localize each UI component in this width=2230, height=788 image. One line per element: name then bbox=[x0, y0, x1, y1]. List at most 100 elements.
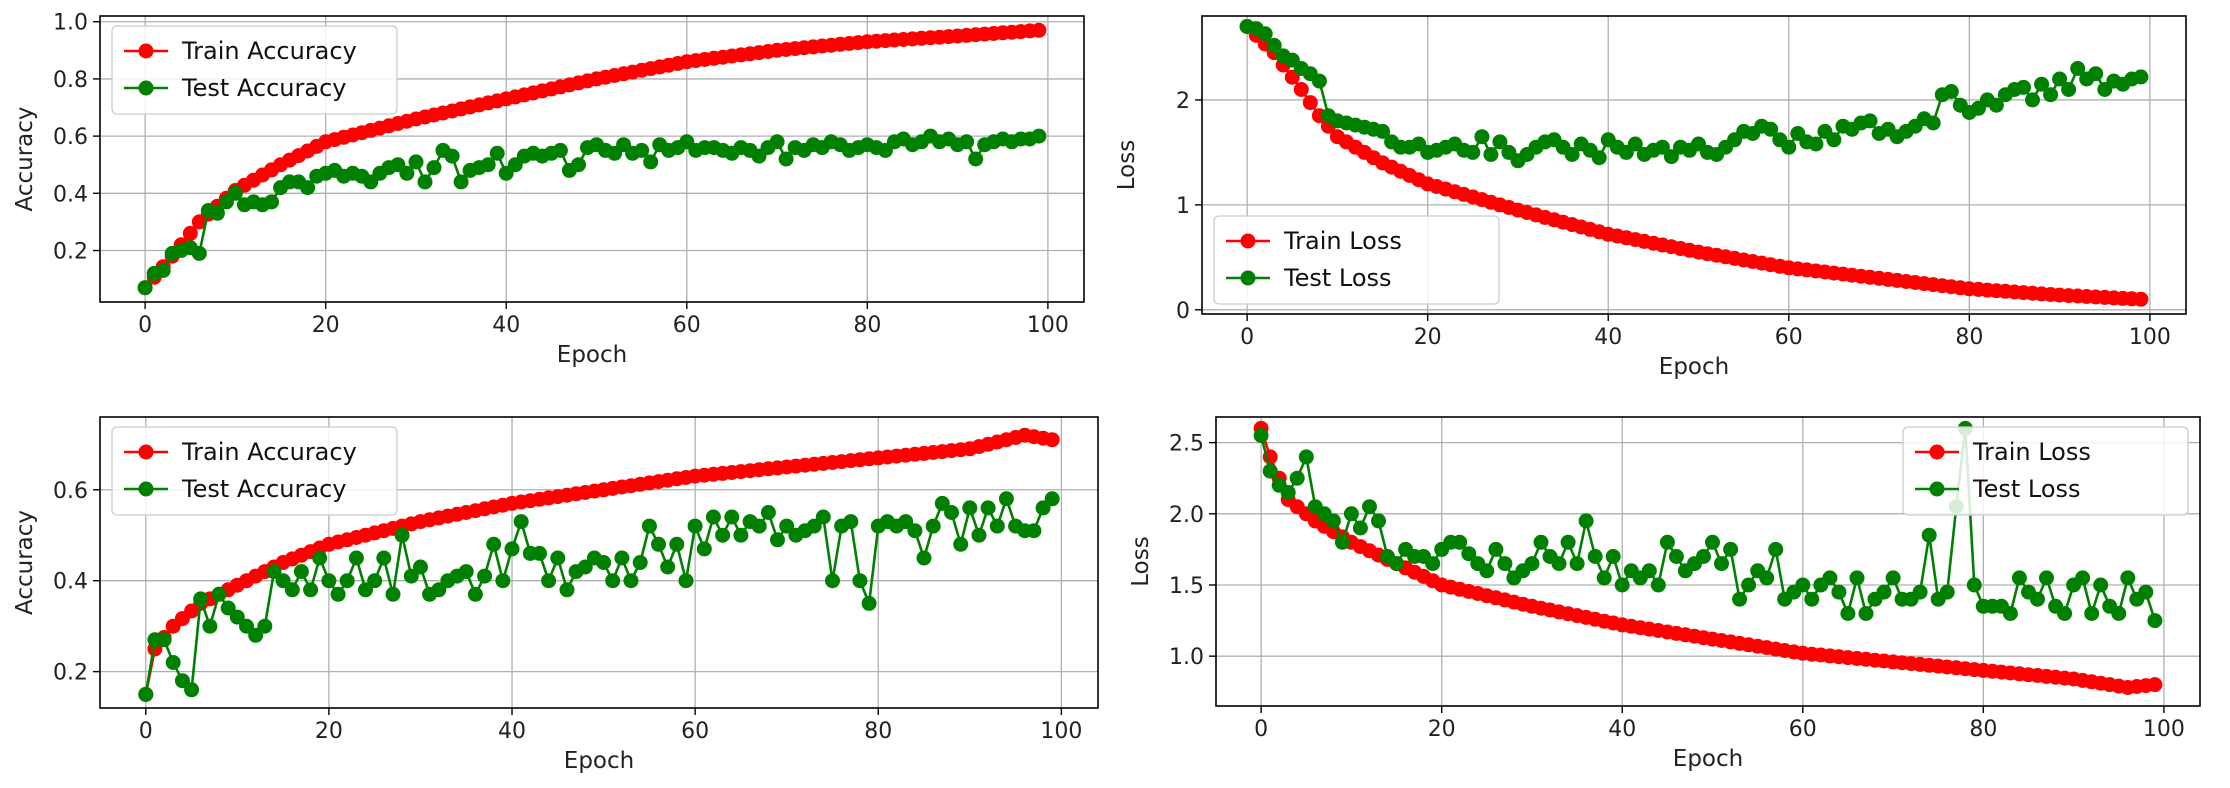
data-point bbox=[1876, 584, 1892, 600]
data-point bbox=[1650, 577, 1666, 593]
data-point bbox=[770, 532, 785, 548]
data-point bbox=[1705, 534, 1720, 550]
data-point bbox=[413, 559, 428, 575]
data-point bbox=[1334, 534, 1350, 550]
data-point bbox=[760, 505, 776, 520]
data-point bbox=[1298, 449, 1314, 465]
data-point bbox=[2147, 677, 2163, 693]
data-point bbox=[1031, 128, 1047, 144]
data-point bbox=[2120, 570, 2136, 586]
legend-label: Test Loss bbox=[1972, 475, 2081, 503]
data-point bbox=[1311, 73, 1327, 89]
x-tick-label: 40 bbox=[492, 313, 520, 338]
data-point bbox=[1605, 549, 1621, 564]
x-tick-label: 0 bbox=[1240, 325, 1254, 350]
data-point bbox=[2084, 606, 2100, 621]
y-axis-label: Loss bbox=[1114, 140, 1140, 190]
data-point bbox=[1741, 577, 1757, 593]
data-point bbox=[358, 582, 373, 598]
data-point bbox=[312, 550, 328, 566]
data-point bbox=[559, 582, 575, 598]
legend-swatch-marker bbox=[138, 481, 154, 497]
data-point bbox=[852, 573, 868, 589]
data-point bbox=[408, 154, 424, 170]
data-point bbox=[1253, 428, 1269, 443]
data-point bbox=[1352, 520, 1368, 536]
data-point bbox=[348, 550, 364, 566]
legend: Train Loss Test Loss bbox=[1902, 426, 2189, 516]
data-point bbox=[480, 157, 496, 173]
data-point bbox=[1614, 577, 1630, 593]
data-point bbox=[2030, 591, 2045, 607]
y-tick-label: 0.2 bbox=[53, 240, 88, 265]
data-point bbox=[513, 514, 529, 530]
data-point bbox=[651, 536, 666, 552]
chart-2: 0 20 40 60 80 100 0 1 2 Epoch Loss Train Loss Test L… bbox=[1114, 15, 2187, 380]
data-point bbox=[998, 491, 1014, 507]
legend-box bbox=[1902, 426, 2189, 516]
data-point bbox=[779, 518, 795, 534]
data-point bbox=[1858, 606, 1874, 621]
data-point bbox=[678, 573, 694, 589]
x-tick-label: 80 bbox=[1969, 717, 1997, 742]
data-point bbox=[2002, 606, 2018, 621]
data-point bbox=[1257, 26, 1273, 42]
data-point bbox=[293, 564, 309, 580]
data-point bbox=[1452, 534, 1468, 550]
y-tick-label: 1.0 bbox=[1169, 645, 1204, 670]
legend-entry-train: Train Loss bbox=[1915, 438, 2091, 466]
data-point bbox=[399, 165, 415, 181]
data-point bbox=[426, 160, 442, 176]
x-axis-label: Epoch bbox=[564, 748, 634, 774]
series-train bbox=[138, 427, 1060, 702]
data-point bbox=[1939, 584, 1955, 600]
data-point bbox=[1389, 556, 1405, 572]
data-point bbox=[1654, 139, 1670, 155]
data-point bbox=[1343, 506, 1359, 522]
data-point bbox=[2093, 577, 2109, 593]
data-point bbox=[778, 151, 794, 167]
data-point bbox=[376, 550, 392, 566]
data-point bbox=[2133, 291, 2149, 307]
y-tick-label: 2.5 bbox=[1169, 432, 1204, 457]
data-point bbox=[1714, 556, 1729, 572]
data-point bbox=[724, 509, 740, 525]
legend-entry-test: Test Accuracy bbox=[124, 74, 346, 102]
plot-frame bbox=[99, 416, 1099, 709]
legend-label: Test Accuracy bbox=[181, 475, 346, 503]
data-point bbox=[403, 568, 419, 584]
data-point bbox=[330, 586, 346, 602]
legend-box bbox=[1213, 215, 1500, 305]
data-point bbox=[959, 134, 975, 150]
data-point bbox=[1763, 121, 1779, 137]
data-point bbox=[953, 536, 969, 552]
legend-entry-test: Test Loss bbox=[1226, 264, 1392, 292]
legend-entry-train: Train Loss bbox=[1226, 227, 1402, 255]
data-point bbox=[2088, 66, 2104, 82]
data-point bbox=[202, 618, 218, 634]
data-point bbox=[1795, 577, 1811, 593]
data-point bbox=[1488, 541, 1504, 557]
data-point bbox=[174, 673, 190, 689]
data-point bbox=[1659, 534, 1675, 550]
data-point bbox=[321, 573, 337, 589]
data-point bbox=[2133, 69, 2149, 85]
data-point bbox=[934, 495, 950, 511]
data-point bbox=[444, 148, 460, 164]
legend-label: Test Loss bbox=[1283, 264, 1392, 292]
data-point bbox=[1026, 523, 1042, 539]
data-point bbox=[2111, 606, 2127, 621]
data-point bbox=[1966, 577, 1982, 593]
data-point bbox=[1925, 115, 1941, 131]
data-point bbox=[431, 582, 447, 598]
data-point bbox=[2052, 71, 2068, 87]
legend-label: Train Loss bbox=[1283, 227, 1402, 255]
data-point bbox=[705, 509, 721, 525]
legend-box bbox=[111, 25, 398, 115]
x-tick-label: 60 bbox=[681, 719, 709, 744]
data-point bbox=[1497, 556, 1513, 572]
x-tick-label: 20 bbox=[312, 313, 340, 338]
legend-label: Train Accuracy bbox=[181, 438, 357, 466]
legend: Train Accuracy Test Accuracy bbox=[111, 25, 398, 115]
